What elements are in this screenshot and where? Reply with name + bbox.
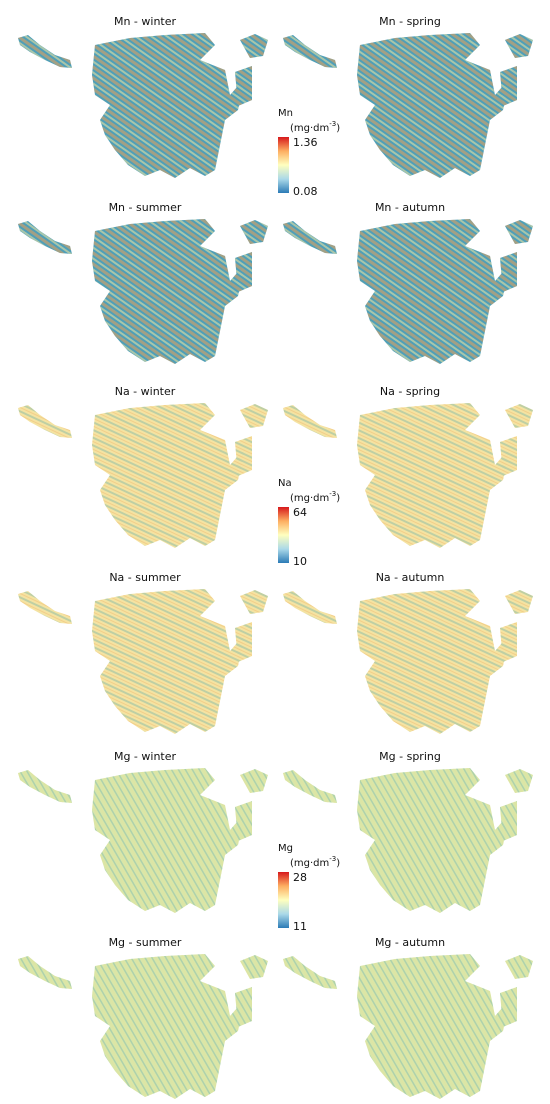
legend-unit: (mg·dm-3) — [290, 120, 340, 134]
map-panel: Mn - autumn — [283, 201, 533, 364]
unit-text: (mg·dm — [290, 123, 329, 134]
map-texture — [283, 589, 533, 734]
map-panel: Mn - spring — [283, 15, 533, 178]
map-texture — [18, 403, 268, 548]
map-panel: Na - spring — [283, 385, 533, 548]
unit-text: ) — [336, 493, 340, 504]
map-panel: Na - winter — [18, 385, 268, 548]
legend-max: 1.36 — [293, 136, 318, 149]
panel-title: Mn - spring — [379, 15, 441, 28]
unit-text: (mg·dm — [290, 858, 329, 869]
map-texture — [283, 768, 533, 913]
map-texture — [18, 589, 268, 734]
map-texture — [283, 33, 533, 178]
legend-min: 10 — [293, 555, 307, 568]
map-panel: Na - autumn — [283, 571, 533, 734]
panel-title: Mg - summer — [109, 936, 182, 949]
panel-title: Na - autumn — [376, 571, 445, 584]
panel-title: Mg - winter — [114, 750, 177, 763]
map-texture — [18, 954, 268, 1099]
legend-max: 64 — [293, 506, 307, 519]
legend-unit: (mg·dm-3) — [290, 855, 340, 869]
legend-unit: (mg·dm-3) — [290, 490, 340, 504]
map-panel: Na - summer — [18, 571, 268, 734]
map-texture — [18, 768, 268, 913]
map-texture — [18, 33, 268, 178]
panel-title: Mn - autumn — [375, 201, 445, 214]
panel-title: Mn - winter — [114, 15, 177, 28]
legend-title: Mg — [278, 843, 293, 854]
colorbar — [278, 137, 289, 193]
panel-title: Na - spring — [380, 385, 440, 398]
map-texture — [18, 219, 268, 364]
panel-title: Na - winter — [115, 385, 176, 398]
panel-title: Mg - autumn — [375, 936, 445, 949]
map-panel: Mg - winter — [18, 750, 268, 913]
unit-sup: -3 — [329, 490, 336, 498]
panel-title: Mg - spring — [379, 750, 441, 763]
map-texture — [283, 954, 533, 1099]
unit-sup: -3 — [329, 855, 336, 863]
legend-min: 11 — [293, 920, 307, 933]
map-panel: Mn - summer — [18, 201, 268, 364]
unit-text: ) — [336, 123, 340, 134]
map-texture — [283, 219, 533, 364]
legend: Mn(mg·dm-3)1.360.08 — [278, 108, 340, 198]
unit-text: ) — [336, 858, 340, 869]
map-texture — [283, 403, 533, 548]
unit-sup: -3 — [329, 120, 336, 128]
panel-title: Na - summer — [109, 571, 181, 584]
map-panel: Mg - autumn — [283, 936, 533, 1099]
map-panel: Mg - summer — [18, 936, 268, 1099]
colorbar — [278, 872, 289, 928]
legend-max: 28 — [293, 871, 307, 884]
legend-title: Na — [278, 478, 292, 489]
map-panel: Mg - spring — [283, 750, 533, 913]
unit-text: (mg·dm — [290, 493, 329, 504]
panel-title: Mn - summer — [109, 201, 182, 214]
legend-min: 0.08 — [293, 185, 318, 198]
colorbar — [278, 507, 289, 563]
map-panel: Mn - winter — [18, 15, 268, 178]
legend-title: Mn — [278, 108, 293, 119]
